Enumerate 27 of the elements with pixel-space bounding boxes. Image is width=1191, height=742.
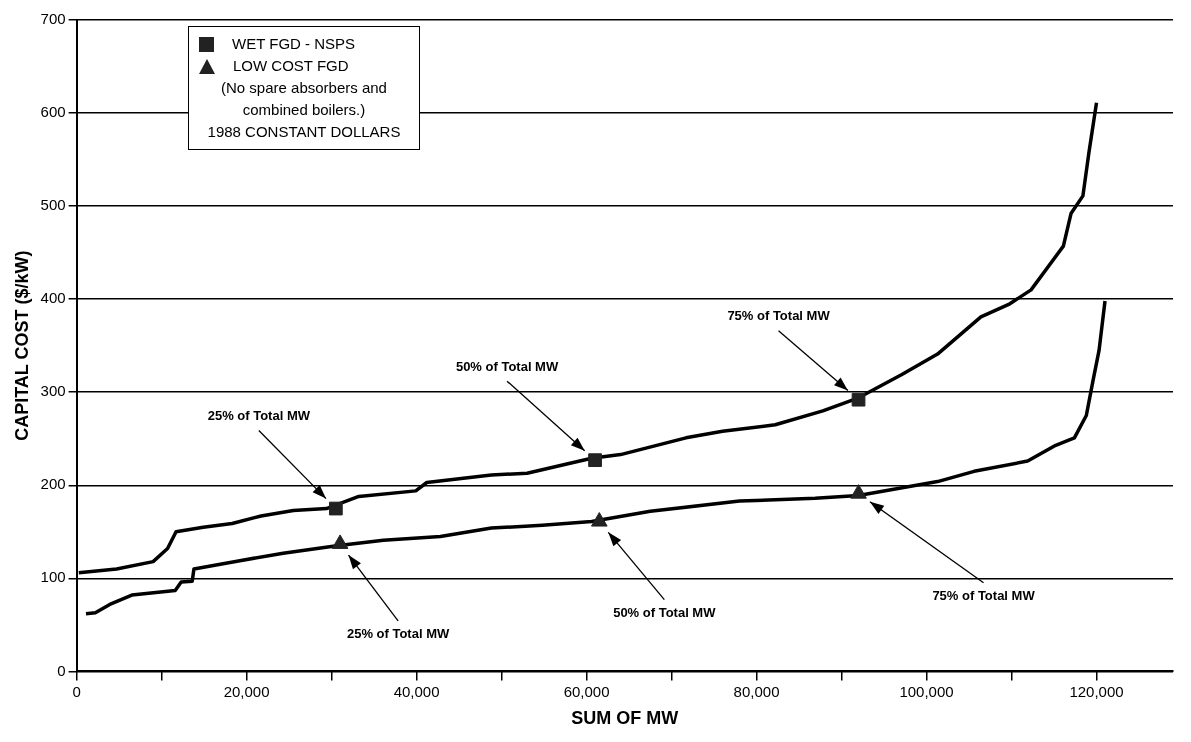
annotation: (No spare absorbers and combined boilers.)	[220, 78, 388, 120]
y-tick-label: 500	[40, 196, 66, 214]
x-tick-label: 100,000	[899, 682, 954, 700]
y-axis-title: CAPITAL COST ($/kW)	[11, 250, 32, 441]
annotation: 75% of Total MW	[727, 308, 831, 324]
annotation: 50% of Total MW	[455, 358, 559, 374]
x-tick-label: 80,000	[733, 682, 780, 700]
legend-label: LOW COST FGD	[233, 56, 349, 76]
y-tick-label: 100	[40, 568, 66, 586]
annotation: 1988 CONSTANT DOLLARS	[206, 122, 402, 142]
x-tick-label: 0	[72, 682, 81, 700]
annotation: 75% of Total MW	[932, 588, 1036, 604]
x-tick-label: 40,000	[393, 682, 440, 700]
annotation: 25% of Total MW	[346, 626, 450, 642]
x-axis-title: SUM OF MW	[571, 708, 679, 729]
annotation: 50% of Total MW	[613, 605, 717, 621]
y-tick-label: 700	[40, 10, 66, 28]
legend-label: WET FGD - NSPS	[232, 34, 356, 54]
y-tick-label: 0	[57, 661, 66, 679]
y-tick-label: 600	[40, 103, 66, 121]
y-tick-label: 300	[40, 382, 66, 400]
x-tick-label: 60,000	[563, 682, 610, 700]
x-tick-label: 20,000	[223, 682, 270, 700]
y-tick-label: 400	[40, 289, 66, 307]
annotation: 25% of Total MW	[207, 408, 311, 424]
x-tick-label: 120,000	[1069, 682, 1124, 700]
y-tick-label: 200	[40, 475, 66, 493]
